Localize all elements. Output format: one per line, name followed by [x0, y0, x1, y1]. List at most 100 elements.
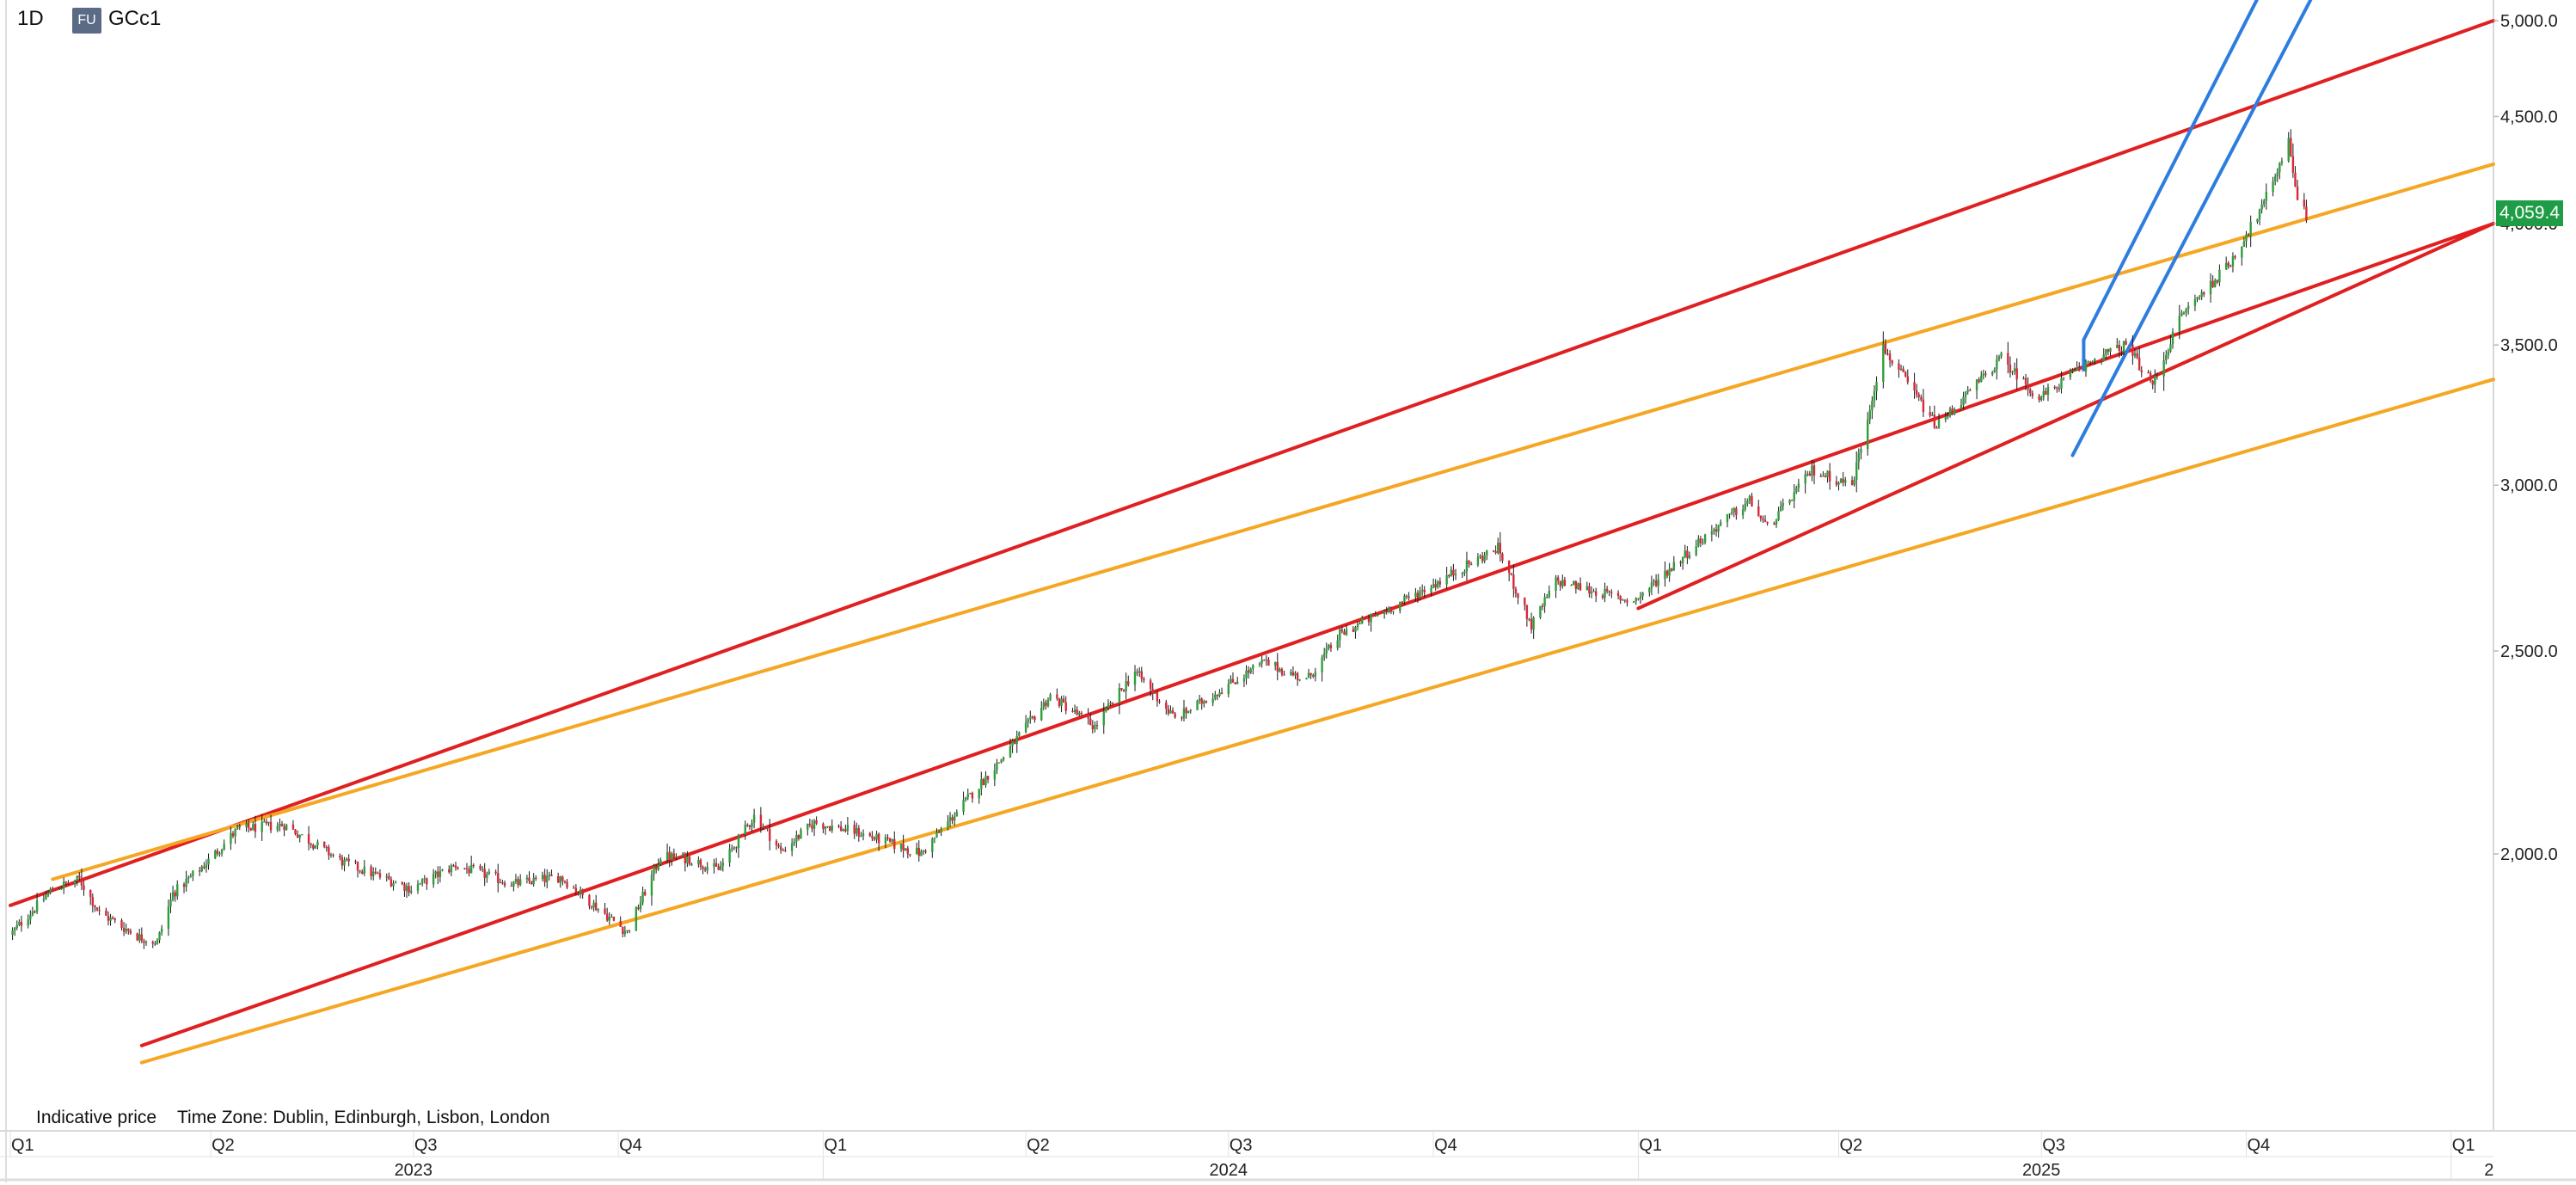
candle-up — [1018, 732, 1021, 736]
candle-up — [980, 779, 983, 789]
candle-down — [1579, 583, 1582, 591]
candle-down — [1759, 515, 1763, 519]
candle-up — [1548, 590, 1550, 598]
candle-up — [1657, 579, 1659, 586]
blue-trend-line[interactable] — [2082, 0, 2401, 342]
candle-down — [1978, 379, 1980, 383]
candle-up — [2242, 241, 2246, 248]
candle-down — [249, 827, 252, 831]
candle-down — [265, 821, 268, 824]
candle-down — [1686, 550, 1689, 558]
candle-up — [955, 812, 959, 817]
candle-down — [684, 853, 687, 863]
candle-down — [2234, 256, 2236, 258]
candle-up — [635, 907, 638, 931]
candle-up — [441, 869, 444, 871]
candle-down — [94, 906, 96, 908]
candle-down — [1389, 608, 1393, 612]
candle-up — [1653, 580, 1655, 583]
candle-down — [543, 875, 546, 883]
orange-trend-line[interactable] — [139, 378, 2495, 1065]
candle-up — [1604, 588, 1606, 599]
candle-up — [1218, 692, 1221, 697]
candle-down — [437, 871, 439, 877]
candle-up — [1279, 668, 1281, 672]
blue-trend-line[interactable] — [2070, 0, 2424, 457]
candle-up — [795, 834, 798, 843]
candle-up — [948, 817, 952, 821]
candle-up — [1445, 574, 1448, 585]
candle-down — [1517, 593, 1519, 599]
candle-up — [2273, 176, 2277, 182]
candle-up — [2069, 371, 2072, 378]
candle-down — [1494, 550, 1497, 554]
candle-down — [1507, 560, 1511, 574]
candle-down — [1665, 570, 1669, 576]
candle-down — [1654, 580, 1658, 586]
candle-up — [1873, 390, 1876, 402]
candle-down — [715, 863, 718, 867]
interval-selector[interactable]: 1D — [17, 7, 44, 30]
candle-down — [688, 857, 691, 865]
quarter-tick-label: Q2 — [1840, 1136, 1863, 1155]
candle-up — [2178, 316, 2180, 333]
candle-down — [1601, 595, 1604, 599]
candle-down — [1616, 592, 1620, 596]
symbol-name[interactable]: GCc1 — [108, 7, 162, 30]
candle-up — [27, 919, 29, 926]
candle-up — [276, 826, 279, 831]
candle-down — [2247, 234, 2250, 236]
candle-up — [947, 820, 949, 829]
candle-up — [167, 906, 170, 929]
candle-down — [868, 833, 871, 837]
candle-down — [1087, 713, 1089, 719]
candle-down — [937, 832, 941, 833]
candle-up — [597, 908, 599, 911]
candle-up — [261, 821, 263, 832]
candle-down — [307, 834, 310, 844]
candle-up — [610, 916, 613, 918]
candle-down — [590, 906, 593, 908]
candle-up — [514, 879, 518, 882]
candle-up — [1290, 672, 1292, 675]
candle-down — [1216, 694, 1219, 697]
candle-down — [779, 846, 782, 850]
candle-up — [1242, 678, 1246, 682]
candle-up — [316, 841, 319, 846]
candle-up — [29, 915, 32, 920]
candle-up — [410, 890, 413, 893]
candle-up — [1741, 509, 1745, 516]
candle-up — [790, 843, 794, 851]
candle-up — [394, 882, 397, 884]
orange-trend-line[interactable] — [51, 162, 2495, 881]
red-trend-line[interactable] — [1636, 221, 2495, 611]
candle-down — [1234, 682, 1236, 685]
candle-down — [359, 870, 361, 872]
candle-up — [1359, 623, 1361, 625]
candle-up — [1486, 550, 1488, 556]
candle-down — [1757, 506, 1760, 516]
candle-up — [1545, 597, 1549, 599]
indicative-price-note: Indicative price — [36, 1108, 157, 1127]
candle-down — [1374, 614, 1377, 617]
candle-up — [1249, 668, 1252, 673]
candle-down — [1884, 344, 1887, 354]
candle-up — [954, 816, 956, 821]
candle-up — [1003, 757, 1005, 760]
candle-up — [1154, 692, 1156, 694]
candle-up — [915, 847, 918, 855]
candle-down — [1340, 629, 1344, 632]
candle-down — [1438, 581, 1442, 585]
candle-down — [107, 915, 110, 921]
candle-up — [1339, 629, 1341, 641]
candle-down — [269, 821, 273, 831]
candle-up — [450, 865, 453, 873]
candle-down — [340, 857, 344, 866]
candle-up — [1944, 416, 1947, 421]
candle-up — [2087, 361, 2089, 363]
candle-up — [2162, 360, 2165, 377]
candle-down — [129, 930, 132, 934]
candle-up — [1730, 512, 1733, 514]
red-trend-line[interactable] — [9, 19, 2495, 907]
